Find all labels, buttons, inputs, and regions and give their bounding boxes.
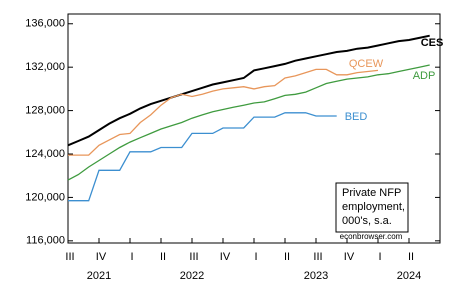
x-tick-label: III xyxy=(189,251,198,263)
series-label: ADP xyxy=(413,70,436,82)
series-label: CES xyxy=(421,37,444,49)
x-tick-label: II xyxy=(408,251,414,263)
y-tick-label: 132,000 xyxy=(25,61,65,73)
note-line: Private NFP xyxy=(342,187,401,199)
x-tick-label: IV xyxy=(96,251,107,263)
year-label: 2023 xyxy=(304,270,328,282)
series-line xyxy=(68,112,337,202)
note-box xyxy=(335,182,409,233)
series-label: BED xyxy=(345,111,368,123)
year-label: 2021 xyxy=(87,270,111,282)
x-tick-label: IV xyxy=(344,251,355,263)
x-tick-label: I xyxy=(130,251,133,263)
series-label: QCEW xyxy=(349,58,384,70)
x-tick-label: IV xyxy=(220,251,231,263)
series-line xyxy=(68,68,379,156)
y-tick-label: 124,000 xyxy=(25,148,65,160)
x-tick-label: III xyxy=(313,251,322,263)
x-tick-label: III xyxy=(65,251,74,263)
y-tick-label: 136,000 xyxy=(25,18,65,30)
note-line: employment, xyxy=(342,201,405,213)
note-line: 000's, s.a. xyxy=(342,215,392,227)
year-label: 2022 xyxy=(180,270,204,282)
x-tick-label: II xyxy=(160,251,166,263)
y-tick-label: 128,000 xyxy=(25,104,65,116)
year-label: 2024 xyxy=(397,270,421,282)
source: econbrowser.com xyxy=(340,232,403,241)
x-tick-label: I xyxy=(378,251,381,263)
x-tick-label: II xyxy=(284,251,290,263)
x-tick-label: I xyxy=(254,251,257,263)
series-line xyxy=(67,64,430,181)
series-line xyxy=(67,34,430,147)
y-tick-label: 116,000 xyxy=(26,235,65,247)
y-tick-label: 120,000 xyxy=(25,191,65,203)
